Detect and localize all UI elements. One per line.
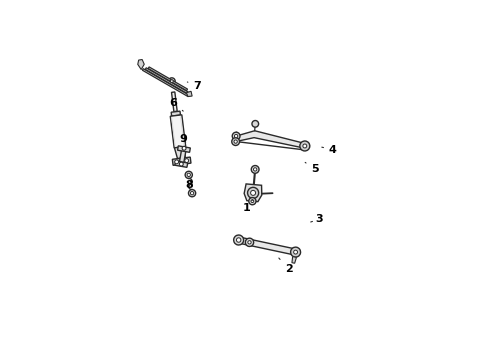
Bar xyxy=(180,116,184,145)
Circle shape xyxy=(185,159,189,162)
Bar xyxy=(171,111,180,116)
Circle shape xyxy=(237,238,241,242)
Bar xyxy=(172,92,177,112)
Circle shape xyxy=(253,168,257,171)
Circle shape xyxy=(169,78,175,85)
Bar xyxy=(179,148,186,164)
Text: 1: 1 xyxy=(243,200,252,213)
Polygon shape xyxy=(236,131,305,148)
Circle shape xyxy=(252,121,259,127)
Bar xyxy=(172,157,191,165)
Circle shape xyxy=(182,146,186,150)
Circle shape xyxy=(191,192,194,195)
Bar xyxy=(177,146,190,152)
Circle shape xyxy=(232,132,240,140)
Polygon shape xyxy=(244,184,262,202)
Circle shape xyxy=(247,187,259,198)
Bar xyxy=(143,69,189,96)
Polygon shape xyxy=(138,59,144,69)
Polygon shape xyxy=(292,257,296,263)
Circle shape xyxy=(249,198,256,205)
Polygon shape xyxy=(186,91,192,96)
Circle shape xyxy=(245,238,254,247)
Bar xyxy=(148,67,188,91)
Circle shape xyxy=(175,160,178,164)
Polygon shape xyxy=(235,237,296,255)
Circle shape xyxy=(234,134,238,138)
Circle shape xyxy=(291,247,300,257)
Bar xyxy=(175,161,188,167)
Text: 4: 4 xyxy=(322,145,337,155)
Circle shape xyxy=(303,144,307,148)
Text: 2: 2 xyxy=(279,258,293,274)
Text: 7: 7 xyxy=(187,81,201,91)
Text: 6: 6 xyxy=(170,98,183,111)
Circle shape xyxy=(234,235,244,245)
Circle shape xyxy=(189,190,196,197)
Text: 9: 9 xyxy=(179,134,187,144)
Polygon shape xyxy=(174,147,185,159)
Circle shape xyxy=(232,138,240,145)
Bar xyxy=(170,115,186,148)
Circle shape xyxy=(248,240,251,244)
Circle shape xyxy=(234,140,237,143)
Bar xyxy=(172,117,175,147)
Circle shape xyxy=(171,80,173,82)
Circle shape xyxy=(294,250,297,254)
Bar xyxy=(146,68,188,94)
Circle shape xyxy=(179,162,183,166)
Text: 8: 8 xyxy=(185,180,193,190)
Circle shape xyxy=(251,166,259,173)
Circle shape xyxy=(185,171,193,179)
Text: 3: 3 xyxy=(311,214,323,224)
Circle shape xyxy=(187,173,191,176)
Text: 5: 5 xyxy=(305,162,318,174)
Circle shape xyxy=(251,200,254,203)
Circle shape xyxy=(250,190,256,195)
Circle shape xyxy=(300,141,310,151)
